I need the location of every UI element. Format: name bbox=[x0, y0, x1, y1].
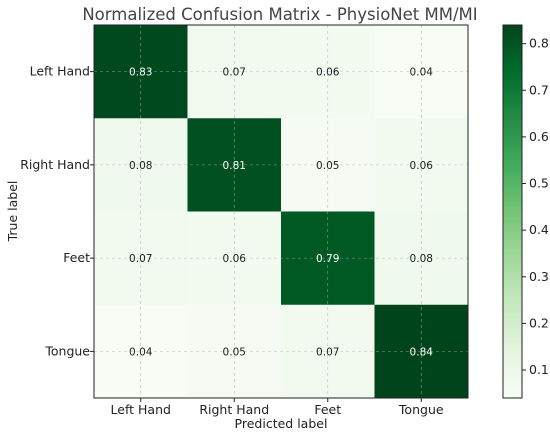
heatmap-cells bbox=[94, 25, 469, 399]
cell-value-label: 0.04 bbox=[410, 67, 434, 79]
colorbar-tick-label: 0.1 bbox=[529, 362, 549, 377]
cell-value-label: 0.81 bbox=[223, 160, 246, 172]
colorbar-tick-label: 0.4 bbox=[529, 222, 549, 237]
y-tick-labels: Left Hand Right Hand Feet Tongue bbox=[20, 64, 94, 358]
colorbar-tick-label: 0.2 bbox=[529, 315, 549, 330]
colorbar: 0.1 0.2 0.3 0.4 0.5 0.6 0.7 0.8 bbox=[502, 24, 549, 399]
cell-value-label: 0.07 bbox=[316, 346, 339, 358]
cell-value-label: 0.07 bbox=[223, 67, 246, 79]
x-tick-label: Feet bbox=[314, 402, 341, 417]
cell-value-label: 0.08 bbox=[129, 160, 152, 172]
colorbar-tick-label: 0.5 bbox=[529, 176, 549, 191]
x-axis-label: Predicted label bbox=[235, 416, 328, 431]
cell-value-label: 0.06 bbox=[316, 67, 340, 79]
x-tick-label: Tongue bbox=[398, 402, 444, 417]
colorbar-tick-label: 0.8 bbox=[529, 36, 549, 51]
plot-frame bbox=[93, 24, 469, 399]
colorbar-tick-label: 0.6 bbox=[529, 129, 549, 144]
y-tick-label: Left Hand bbox=[30, 64, 90, 79]
y-tick-label: Tongue bbox=[44, 343, 90, 358]
cell-value-label: 0.06 bbox=[410, 160, 434, 172]
cell-value-label: 0.79 bbox=[316, 253, 339, 265]
cell-value-label: 0.06 bbox=[223, 253, 247, 265]
y-axis-label: True label bbox=[5, 181, 20, 243]
colorbar-tick-label: 0.3 bbox=[529, 269, 549, 284]
chart-title: Normalized Confusion Matrix - PhysioNet … bbox=[82, 5, 477, 24]
grid-lines bbox=[94, 25, 468, 398]
x-tick-label: Left Hand bbox=[111, 402, 171, 417]
colorbar-tick-label: 0.7 bbox=[529, 82, 549, 97]
cell-value-label: 0.07 bbox=[129, 253, 152, 265]
cell-value-label: 0.83 bbox=[129, 67, 152, 79]
cell-value-label: 0.84 bbox=[410, 346, 434, 358]
x-tick-label: Right Hand bbox=[199, 402, 269, 417]
cell-value-label: 0.05 bbox=[223, 346, 246, 358]
cell-value-label: 0.05 bbox=[316, 160, 339, 172]
y-tick-label: Right Hand bbox=[20, 157, 90, 172]
cell-value-label: 0.08 bbox=[410, 253, 433, 265]
x-tick-labels: Left Hand Right Hand Feet Tongue bbox=[111, 398, 444, 417]
cell-value-label: 0.04 bbox=[129, 346, 153, 358]
cell-value-labels: 0.83 0.07 0.06 0.04 0.08 0.81 0.05 0.06 0.07 0.06… bbox=[129, 67, 433, 359]
colorbar-ticks: 0.1 0.2 0.3 0.4 0.5 0.6 0.7 0.8 bbox=[522, 36, 549, 377]
y-tick-label: Feet bbox=[63, 250, 90, 265]
colorbar-gradient bbox=[502, 24, 523, 399]
